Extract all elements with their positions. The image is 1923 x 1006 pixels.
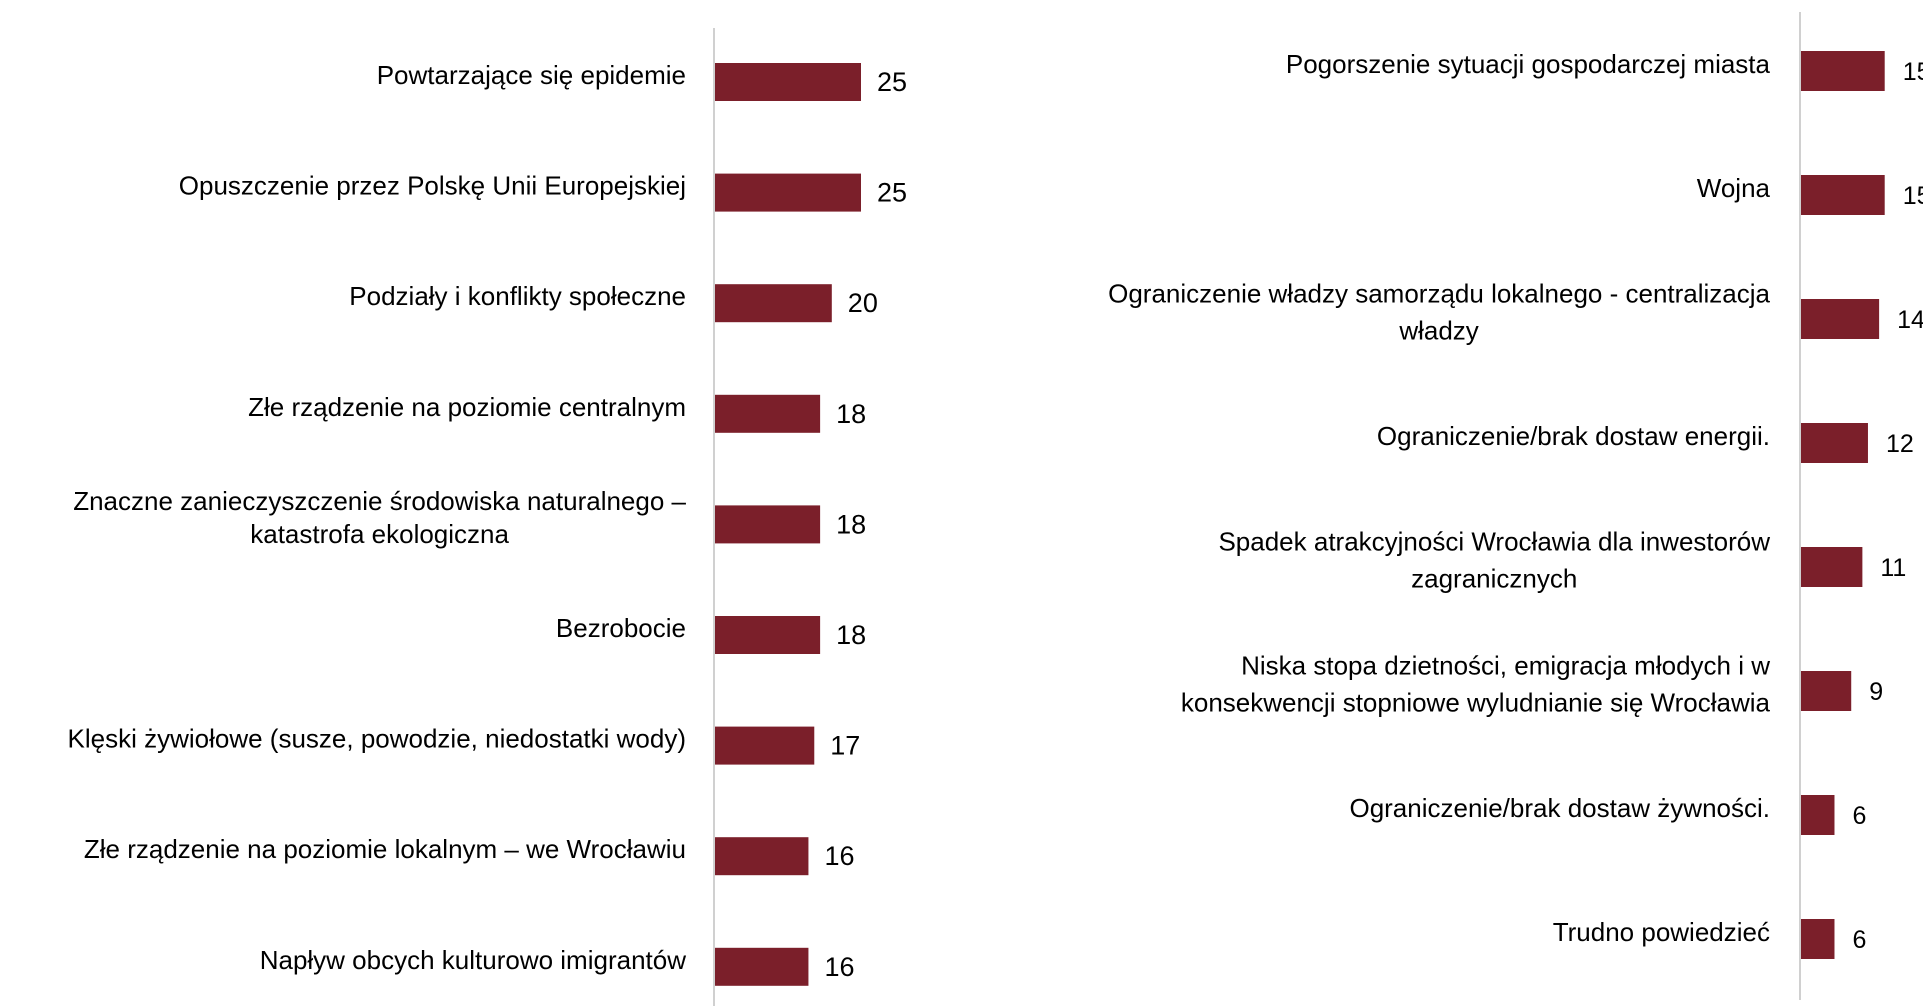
category-label-line: Ograniczenie władzy samorządu lokalnego … xyxy=(1108,279,1770,309)
category-label: Opuszczenie przez Polskę Unii Europejski… xyxy=(179,171,686,201)
category-label-line: Spadek atrakcyjności Wrocławia dla inwes… xyxy=(1218,527,1770,557)
bar xyxy=(1801,423,1868,463)
category-label-line: Napływ obcych kulturowo imigrantów xyxy=(260,945,687,975)
bar xyxy=(1801,299,1880,339)
category-label-line: Ograniczenie/brak dostaw żywności. xyxy=(1349,793,1770,823)
category-label-line: Opuszczenie przez Polskę Unii Europejski… xyxy=(179,171,686,201)
category-label-line: Niska stopa dzietności, emigracja młodyc… xyxy=(1241,651,1770,681)
category-label: Napływ obcych kulturowo imigrantów xyxy=(260,945,687,975)
category-label: Wojna xyxy=(1697,173,1771,203)
category-label: Ograniczenie/brak dostaw energii. xyxy=(1377,421,1770,451)
data-label: 16 xyxy=(824,952,854,982)
category-label: Powtarzające się epidemie xyxy=(377,60,686,90)
category-label-line: zagranicznych xyxy=(1411,564,1577,594)
category-label-line: Klęski żywiołowe (susze, powodzie, niedo… xyxy=(68,724,687,754)
data-label: 6 xyxy=(1852,926,1866,954)
data-label: 9 xyxy=(1869,678,1883,706)
bar xyxy=(715,284,832,323)
category-label-line: Powtarzające się epidemie xyxy=(377,60,686,90)
data-label: 25 xyxy=(877,178,907,208)
bar xyxy=(715,173,861,212)
bar xyxy=(1801,671,1852,711)
category-label: Ograniczenie władzy samorządu lokalnego … xyxy=(1108,279,1770,346)
category-label-line: Złe rządzenie na poziomie lokalnym – we … xyxy=(84,834,686,864)
data-label: 17 xyxy=(830,731,860,761)
data-label: 18 xyxy=(836,399,866,429)
data-label: 11 xyxy=(1880,554,1906,582)
bar xyxy=(715,505,821,544)
bar xyxy=(715,837,809,876)
category-label: Podziały i konflikty społeczne xyxy=(349,281,686,311)
data-label: 20 xyxy=(848,288,878,318)
category-label-line: władzy xyxy=(1398,316,1478,346)
bar xyxy=(1801,51,1885,91)
category-label: Pogorszenie sytuacji gospodarczej miasta xyxy=(1286,49,1771,79)
category-label-line: Wojna xyxy=(1697,173,1771,203)
bar-chart-panel-1: 25 Powtarzające się epidemie 25 Opuszczenie… xyxy=(68,28,907,1006)
data-label: 15 xyxy=(1903,58,1923,86)
bar xyxy=(1801,919,1835,959)
data-label: 25 xyxy=(877,67,907,97)
category-label: Znaczne zanieczyszczenie środowiska natu… xyxy=(73,486,686,549)
bar-chart-panel-2: 15 Pogorszenie sytuacji gospodarczej mias… xyxy=(1108,12,1923,1000)
category-label: Złe rządzenie na poziomie centralnym xyxy=(248,392,686,422)
category-label-line: Trudno powiedzieć xyxy=(1553,917,1770,947)
category-label: Ograniczenie/brak dostaw żywności. xyxy=(1349,793,1770,823)
category-label: Złe rządzenie na poziomie lokalnym – we … xyxy=(84,834,686,864)
data-label: 14 xyxy=(1897,306,1923,334)
category-label: Trudno powiedzieć xyxy=(1553,917,1770,947)
category-label-line: konsekwencji stopniowe wyludnianie się W… xyxy=(1181,688,1771,718)
category-label: Klęski żywiołowe (susze, powodzie, niedo… xyxy=(68,724,687,754)
category-label: Bezrobocie xyxy=(556,613,686,643)
bar xyxy=(1801,547,1863,587)
data-label: 18 xyxy=(836,620,866,650)
category-label: Spadek atrakcyjności Wrocławia dla inwes… xyxy=(1218,527,1770,594)
data-label: 15 xyxy=(1903,182,1923,210)
data-label: 12 xyxy=(1886,430,1914,458)
bar xyxy=(1801,175,1885,215)
category-label-line: Bezrobocie xyxy=(556,613,686,643)
category-label-line: Pogorszenie sytuacji gospodarczej miasta xyxy=(1286,49,1771,79)
data-label: 16 xyxy=(824,841,854,871)
bar xyxy=(715,63,861,101)
category-label-line: Złe rządzenie na poziomie centralnym xyxy=(248,392,686,422)
category-label-line: katastrofa ekologiczna xyxy=(250,519,509,549)
category-label-line: Ograniczenie/brak dostaw energii. xyxy=(1377,421,1770,451)
bar xyxy=(715,726,815,765)
data-label: 18 xyxy=(836,509,866,539)
data-label: 6 xyxy=(1852,802,1866,830)
category-label-line: Znaczne zanieczyszczenie środowiska natu… xyxy=(73,486,686,516)
category-label: Niska stopa dzietności, emigracja młodyc… xyxy=(1181,651,1771,718)
bar xyxy=(715,616,821,654)
bar xyxy=(715,947,809,986)
bar xyxy=(1801,795,1835,835)
bar xyxy=(715,394,821,433)
category-label-line: Podziały i konflikty społeczne xyxy=(349,281,686,311)
